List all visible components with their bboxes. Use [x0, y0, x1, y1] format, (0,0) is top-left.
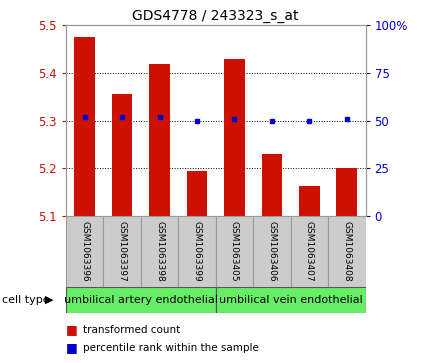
Bar	[328, 216, 366, 287]
Bar	[215, 216, 253, 287]
Bar	[141, 216, 178, 287]
Text: GSM1063396: GSM1063396	[80, 221, 89, 282]
Bar	[66, 216, 103, 287]
Bar	[149, 64, 170, 216]
Text: GSM1063408: GSM1063408	[342, 221, 351, 282]
Bar	[178, 216, 215, 287]
Text: transformed count: transformed count	[83, 325, 180, 335]
Text: ■: ■	[66, 323, 78, 336]
Bar	[337, 168, 357, 216]
Text: GSM1063406: GSM1063406	[267, 221, 276, 282]
Text: GSM1063397: GSM1063397	[118, 221, 127, 282]
Bar	[253, 216, 291, 287]
Bar	[103, 216, 141, 287]
Text: ■: ■	[66, 341, 78, 354]
Text: GSM1063399: GSM1063399	[193, 221, 201, 282]
Text: GSM1063405: GSM1063405	[230, 221, 239, 282]
Bar	[112, 94, 132, 216]
Text: ▶: ▶	[45, 295, 53, 305]
Text: umbilical vein endothelial: umbilical vein endothelial	[219, 295, 363, 305]
Text: GSM1063407: GSM1063407	[305, 221, 314, 282]
Bar	[66, 287, 215, 313]
Bar	[74, 37, 95, 216]
Text: percentile rank within the sample: percentile rank within the sample	[83, 343, 259, 353]
Bar	[224, 59, 245, 216]
Text: cell type: cell type	[2, 295, 50, 305]
Text: GSM1063398: GSM1063398	[155, 221, 164, 282]
Bar	[215, 287, 366, 313]
Text: umbilical artery endothelial: umbilical artery endothelial	[64, 295, 218, 305]
Bar	[291, 216, 328, 287]
Title: GDS4778 / 243323_s_at: GDS4778 / 243323_s_at	[133, 9, 299, 23]
Bar	[187, 171, 207, 216]
Bar	[261, 154, 282, 216]
Bar	[299, 186, 320, 216]
